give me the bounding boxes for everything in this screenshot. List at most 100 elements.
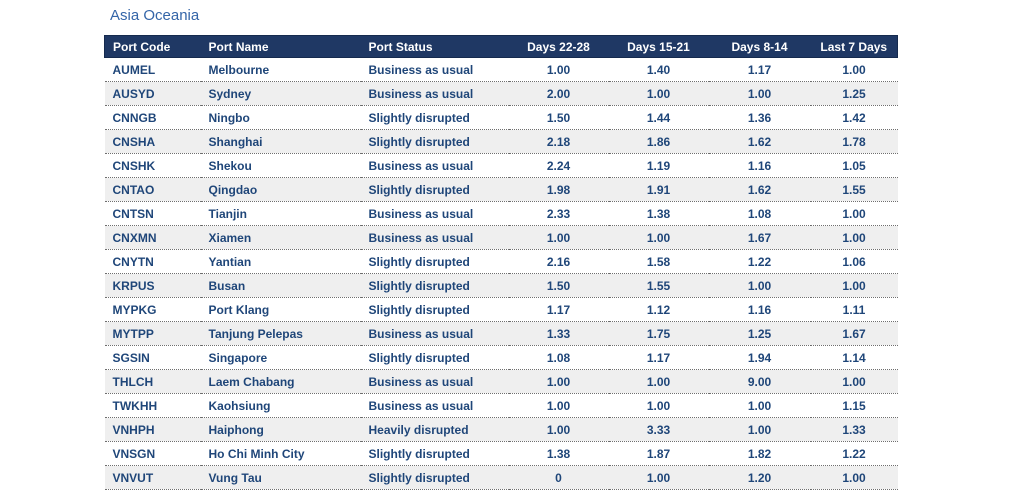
cell-port-status: Business as usual bbox=[368, 86, 474, 101]
cell-port-name: Kaohsiung bbox=[208, 398, 271, 413]
cell-last-7-days: 1.42 bbox=[842, 110, 866, 125]
cell-port-name: Vung Tau bbox=[208, 470, 262, 485]
cell-days-15-21: 1.00 bbox=[646, 374, 671, 389]
cell-port-status: Business as usual bbox=[368, 206, 474, 221]
table-row: TWKHH Kaohsiung Business as usual 1.00 1.00 1… bbox=[104, 393, 898, 418]
cell-port-status: Slightly disrupted bbox=[368, 446, 470, 461]
column-header-days-8-14: Days 8-14 bbox=[731, 39, 788, 54]
cell-port-code: CNNGB bbox=[112, 110, 157, 125]
cell-port-code: CNSHK bbox=[112, 158, 156, 173]
table-row: AUSYD Sydney Business as usual 2.00 1.00 1.00… bbox=[104, 81, 898, 106]
table-row: CNTSN Tianjin Business as usual 2.33 1.38 1.0… bbox=[104, 201, 898, 226]
cell-last-7-days: 1.33 bbox=[842, 422, 866, 437]
table-row: CNXMN Xiamen Business as usual 1.00 1.00 1.67… bbox=[104, 225, 898, 250]
cell-port-name: Xiamen bbox=[208, 230, 252, 245]
cell-port-name: Qingdao bbox=[208, 182, 258, 197]
column-header-days-22-28: Days 22-28 bbox=[527, 39, 590, 54]
cell-port-status: Slightly disrupted bbox=[368, 350, 470, 365]
cell-last-7-days: 1.00 bbox=[842, 470, 866, 485]
cell-days-8-14: 1.62 bbox=[747, 134, 772, 149]
cell-days-8-14: 1.00 bbox=[747, 278, 772, 293]
cell-port-name: Sydney bbox=[208, 86, 252, 101]
cell-port-code: AUSYD bbox=[112, 86, 155, 101]
table-row: CNSHA Shanghai Slightly disrupted 2.18 1.86 1… bbox=[104, 129, 898, 154]
cell-days-22-28: 2.16 bbox=[546, 254, 571, 269]
cell-port-name: Laem Chabang bbox=[208, 374, 295, 389]
cell-port-name: Tianjin bbox=[208, 206, 247, 221]
cell-port-code: MYPKG bbox=[112, 302, 157, 317]
cell-port-name: Busan bbox=[208, 278, 246, 293]
cell-last-7-days: 1.25 bbox=[842, 86, 866, 101]
cell-days-15-21: 1.19 bbox=[646, 158, 671, 173]
cell-port-code: MYTPP bbox=[112, 326, 154, 341]
cell-last-7-days: 1.00 bbox=[842, 62, 866, 77]
cell-port-name: Ho Chi Minh City bbox=[208, 446, 305, 461]
cell-port-status: Business as usual bbox=[368, 398, 474, 413]
cell-port-status: Slightly disrupted bbox=[368, 254, 470, 269]
column-header-port-code: Port Code bbox=[113, 39, 171, 54]
cell-last-7-days: 1.05 bbox=[842, 158, 866, 173]
cell-port-code: CNTSN bbox=[112, 206, 154, 221]
cell-days-8-14: 9.00 bbox=[747, 374, 772, 389]
cell-port-status: Business as usual bbox=[368, 158, 474, 173]
column-header-days-15-21: Days 15-21 bbox=[627, 39, 690, 54]
cell-days-8-14: 1.36 bbox=[747, 110, 772, 125]
cell-port-code: VNVUT bbox=[112, 470, 154, 485]
cell-days-15-21: 1.75 bbox=[646, 326, 671, 341]
cell-days-15-21: 1.38 bbox=[646, 206, 671, 221]
cell-days-22-28: 1.98 bbox=[546, 182, 571, 197]
cell-days-22-28: 2.00 bbox=[546, 86, 571, 101]
table-row: MYPKG Port Klang Slightly disrupted 1.17 1.1… bbox=[104, 297, 898, 322]
cell-days-22-28: 1.17 bbox=[546, 302, 571, 317]
table-row: KRPUS Busan Slightly disrupted 1.50 1.55 1.00… bbox=[104, 273, 898, 298]
table-header: Port Code Port Name Port Status Days 22-… bbox=[104, 35, 898, 58]
cell-days-8-14: 1.00 bbox=[747, 422, 772, 437]
cell-days-22-28: 0 bbox=[555, 470, 562, 485]
cell-days-22-28: 2.18 bbox=[546, 134, 571, 149]
cell-port-code: CNTAO bbox=[112, 182, 155, 197]
cell-port-status: Slightly disrupted bbox=[368, 302, 470, 317]
cell-days-22-28: 1.08 bbox=[546, 350, 571, 365]
cell-port-status: Slightly disrupted bbox=[368, 182, 470, 197]
cell-days-15-21: 1.17 bbox=[646, 350, 671, 365]
cell-port-status: Business as usual bbox=[368, 374, 474, 389]
cell-port-code: VNSGN bbox=[112, 446, 156, 461]
table-row: VNHPH Haiphong Heavily disrupted 1.00 3.33 1.… bbox=[104, 417, 898, 442]
cell-port-code: CNSHA bbox=[112, 134, 156, 149]
cell-port-code: CNYTN bbox=[112, 254, 154, 269]
cell-days-22-28: 1.38 bbox=[546, 446, 571, 461]
cell-last-7-days: 1.55 bbox=[842, 182, 866, 197]
cell-days-8-14: 1.00 bbox=[747, 86, 772, 101]
cell-port-code: THLCH bbox=[112, 374, 154, 389]
cell-port-name: Port Klang bbox=[208, 302, 270, 317]
cell-days-15-21: 3.33 bbox=[646, 422, 671, 437]
cell-days-22-28: 1.50 bbox=[546, 110, 571, 125]
cell-days-8-14: 1.67 bbox=[747, 230, 772, 245]
cell-last-7-days: 1.00 bbox=[842, 278, 866, 293]
table-row: CNNGB Ningbo Slightly disrupted 1.50 1.44 1.3… bbox=[104, 105, 898, 130]
table-row: VNVUT Vung Tau Slightly disrupted 0 1.00 1.20… bbox=[104, 465, 898, 490]
cell-days-22-28: 1.00 bbox=[546, 422, 571, 437]
page-title: Asia Oceania bbox=[110, 7, 200, 24]
cell-port-name: Haiphong bbox=[208, 422, 264, 437]
column-header-port-status: Port Status bbox=[368, 39, 433, 54]
cell-port-name: Singapore bbox=[208, 350, 268, 365]
cell-port-status: Business as usual bbox=[368, 62, 474, 77]
cell-days-15-21: 1.58 bbox=[646, 254, 671, 269]
cell-last-7-days: 1.67 bbox=[842, 326, 866, 341]
cell-port-status: Slightly disrupted bbox=[368, 134, 470, 149]
cell-days-8-14: 1.94 bbox=[747, 350, 772, 365]
cell-days-22-28: 1.00 bbox=[546, 398, 571, 413]
cell-port-code: VNHPH bbox=[112, 422, 155, 437]
cell-days-8-14: 1.20 bbox=[747, 470, 772, 485]
cell-days-8-14: 1.00 bbox=[747, 398, 772, 413]
cell-days-15-21: 1.86 bbox=[646, 134, 671, 149]
cell-days-15-21: 1.55 bbox=[646, 278, 671, 293]
cell-days-22-28: 1.33 bbox=[546, 326, 571, 341]
cell-days-8-14: 1.08 bbox=[747, 206, 772, 221]
cell-days-22-28: 2.33 bbox=[546, 206, 571, 221]
cell-last-7-days: 1.00 bbox=[842, 374, 866, 389]
cell-port-code: TWKHH bbox=[112, 398, 158, 413]
cell-days-15-21: 1.40 bbox=[646, 62, 671, 77]
